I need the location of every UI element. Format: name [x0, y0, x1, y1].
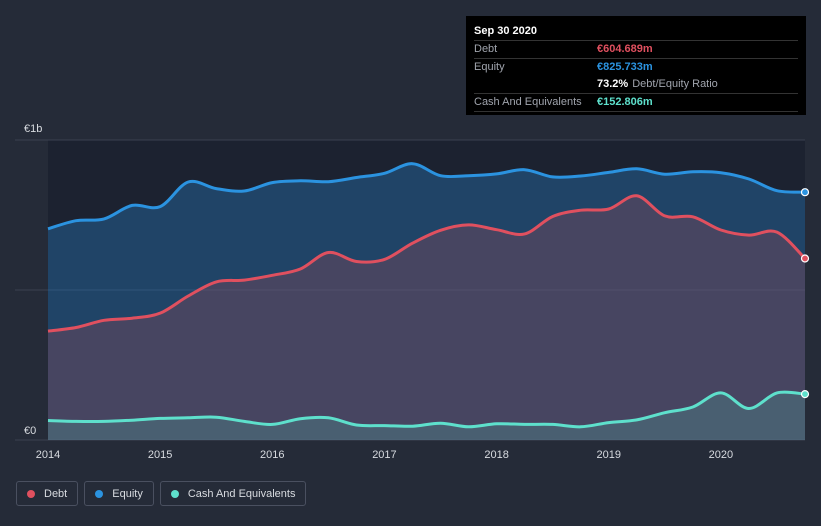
debt-end-marker: [800, 254, 810, 263]
debt-dot-icon: [27, 489, 35, 498]
tooltip-cash-label: Cash And Equivalents: [474, 96, 582, 108]
y-axis-labels: €0 €1b: [24, 123, 42, 437]
legend-item-debt[interactable]: Debt: [16, 481, 79, 506]
tooltip-debt-row: Debt €604.689m: [474, 40, 798, 58]
tooltip-ratio-row: 73.2% Debt/Equity Ratio: [474, 76, 798, 93]
legend-equity-label: Equity: [112, 487, 143, 500]
x-tick-label-2019: 2019: [596, 449, 620, 461]
x-tick-label-2015: 2015: [148, 449, 172, 461]
tooltip-equity-value: €825.733m: [597, 61, 653, 73]
tooltip-ratio-value: 73.2%: [597, 78, 629, 90]
tooltip-equity-label: Equity: [474, 61, 505, 73]
equity-dot-icon: [95, 489, 104, 498]
equity-end-marker: [800, 188, 810, 197]
x-tick-label-2014: 2014: [36, 449, 60, 461]
x-tick-label-2020: 2020: [709, 449, 733, 461]
tooltip-equity-row: Equity €825.733m: [474, 58, 798, 76]
cash-dot-icon: [170, 489, 179, 498]
x-tick-label-2018: 2018: [484, 449, 508, 461]
series-end-markers: [800, 188, 810, 399]
cash-and-equivalents-end-marker: [800, 390, 810, 399]
y-tick-label-0: €0: [24, 425, 36, 437]
legend-debt-label: Debt: [44, 487, 68, 500]
legend-item-cash[interactable]: Cash And Equivalents: [159, 481, 307, 506]
tooltip-debt-value: €604.689m: [597, 43, 653, 55]
equity-line: [47, 162, 806, 231]
tooltip-debt-label: Debt: [474, 43, 498, 55]
debt-area: [48, 195, 805, 440]
tooltip-cash-value: €152.806m: [597, 96, 653, 108]
gridlines: [15, 139, 805, 441]
x-tick-label-2016: 2016: [260, 449, 284, 461]
chart-legend: Debt Equity Cash And Equivalents: [16, 481, 307, 506]
debt-line: [47, 194, 807, 333]
cash-and-equivalents-line: [47, 390, 806, 429]
series-lines: [47, 162, 807, 429]
x-axis-labels: 2014 2015 2016 2017 2018 2019 2020: [36, 449, 733, 461]
tooltip-cash-row: Cash And Equivalents €152.806m: [474, 93, 798, 112]
y-tick-label-1: €1b: [24, 123, 42, 135]
legend-cash-label: Cash And Equivalents: [187, 487, 296, 500]
series-areas: [48, 163, 805, 440]
tooltip-ratio-label: Debt/Equity Ratio: [632, 78, 718, 90]
cash-and-equivalents-area: [48, 392, 805, 440]
tooltip-date: Sep 30 2020: [474, 25, 537, 37]
equity-area: [48, 163, 805, 440]
x-tick-label-2017: 2017: [372, 449, 396, 461]
legend-item-equity[interactable]: Equity: [84, 481, 154, 506]
data-tooltip: Sep 30 2020 Debt €604.689m Equity €825.7…: [466, 16, 806, 115]
